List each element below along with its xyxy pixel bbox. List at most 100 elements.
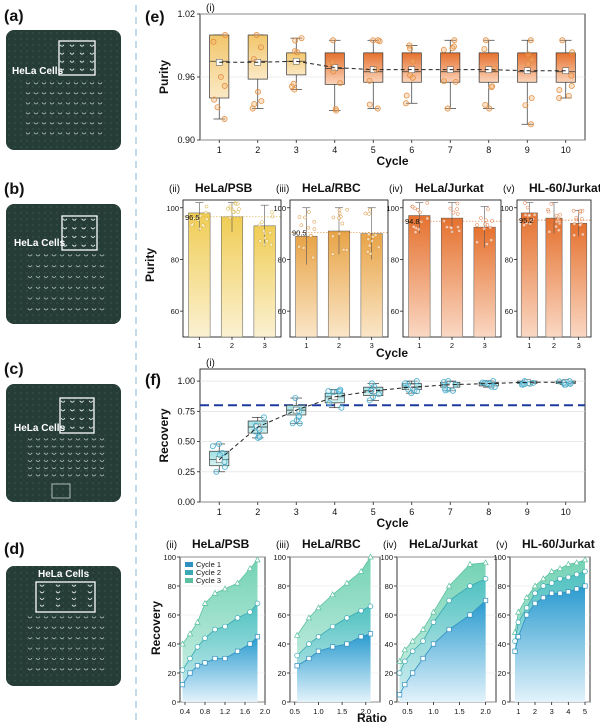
y-tick-label: 80 xyxy=(168,582,176,591)
data-point xyxy=(547,229,552,234)
data-point xyxy=(292,37,299,44)
data-point xyxy=(191,217,196,221)
well-marker xyxy=(25,132,31,135)
x-tick-label: 1 xyxy=(516,707,520,716)
well-marker xyxy=(55,604,61,607)
y-tick-label: 60 xyxy=(391,307,399,316)
well-marker xyxy=(91,668,97,671)
panel-label-b: (b) xyxy=(4,181,24,198)
well-marker xyxy=(89,132,95,135)
well-marker xyxy=(83,467,89,470)
x-tick-label: 7 xyxy=(448,507,453,517)
data-point xyxy=(455,212,460,216)
well-marker xyxy=(75,474,81,477)
data-point xyxy=(532,600,538,606)
y-tick-label: 80 xyxy=(171,255,179,264)
data-point xyxy=(340,221,345,226)
well-marker xyxy=(27,657,33,660)
data-point xyxy=(396,670,403,676)
data-point xyxy=(187,655,193,662)
well-marker xyxy=(67,438,73,441)
data-point xyxy=(179,682,186,688)
y-tick-label: 40 xyxy=(278,640,286,649)
well-marker xyxy=(60,400,66,403)
well-marker xyxy=(89,82,95,85)
bar xyxy=(220,216,244,338)
well-marker xyxy=(79,409,85,412)
data-point xyxy=(449,45,456,52)
well-marker xyxy=(67,452,73,455)
data-point xyxy=(250,56,257,62)
data-point xyxy=(525,205,530,210)
data-point xyxy=(540,575,547,582)
data-point xyxy=(337,208,342,213)
x-tick-label: 5 xyxy=(371,507,376,517)
well-marker xyxy=(59,668,65,671)
y-tick-label: 60 xyxy=(168,611,176,620)
microscope-image-b xyxy=(6,204,121,324)
well-marker xyxy=(51,438,57,441)
x-tick-label: 1.2 xyxy=(220,707,230,716)
data-point xyxy=(290,80,297,87)
data-point xyxy=(466,560,474,567)
well-marker xyxy=(43,459,49,462)
data-point xyxy=(488,225,493,230)
well-marker xyxy=(39,597,45,600)
data-point xyxy=(451,210,456,215)
well-marker xyxy=(99,438,105,441)
data-point xyxy=(294,663,300,669)
y-tick-label: 60 xyxy=(498,611,506,620)
well-marker xyxy=(62,227,68,230)
well-marker xyxy=(59,616,65,619)
well-marker xyxy=(65,112,71,115)
x-tick-label: 2 xyxy=(230,341,234,350)
x-tick-label: 1.0 xyxy=(428,707,438,716)
well-marker xyxy=(51,657,57,660)
data-point xyxy=(358,607,364,614)
x-tick-label: 5 xyxy=(371,145,376,155)
data-point xyxy=(571,208,576,213)
well-marker xyxy=(81,227,87,230)
well-marker xyxy=(43,657,49,660)
data-point xyxy=(228,204,233,209)
data-point xyxy=(479,216,483,220)
y-tick-label: 0 xyxy=(282,698,286,707)
well-marker xyxy=(99,637,105,640)
well-marker xyxy=(41,122,47,125)
data-point xyxy=(376,245,381,250)
well-marker xyxy=(88,417,94,420)
data-point xyxy=(483,597,489,604)
data-point xyxy=(196,217,200,222)
data-point xyxy=(221,463,228,470)
y-tick-label: 40 xyxy=(168,640,176,649)
data-point xyxy=(344,248,349,252)
y-tick-label: 20 xyxy=(498,669,506,678)
well-marker xyxy=(59,68,65,71)
well-marker xyxy=(59,254,65,257)
data-point xyxy=(578,209,582,213)
well-marker xyxy=(41,132,47,135)
well-marker xyxy=(75,297,81,300)
well-marker xyxy=(73,132,79,135)
well-marker xyxy=(89,102,95,105)
data-point xyxy=(556,228,561,233)
well-marker xyxy=(27,438,33,441)
well-marker xyxy=(69,409,75,412)
well-marker xyxy=(27,286,33,289)
legend-label: Cycle 2 xyxy=(196,568,221,577)
well-marker xyxy=(81,82,87,85)
data-point xyxy=(270,214,275,219)
data-point xyxy=(253,32,260,38)
well-marker xyxy=(67,616,73,619)
data-point xyxy=(549,202,554,206)
bar xyxy=(570,223,588,338)
data-point xyxy=(440,46,447,53)
data-point xyxy=(213,468,220,475)
data-point xyxy=(572,221,577,226)
data-point xyxy=(565,92,572,99)
x-tick-label: 3 xyxy=(550,707,554,716)
data-point xyxy=(298,35,305,42)
well-marker xyxy=(25,92,31,95)
x-tick-label: 3 xyxy=(483,341,487,350)
